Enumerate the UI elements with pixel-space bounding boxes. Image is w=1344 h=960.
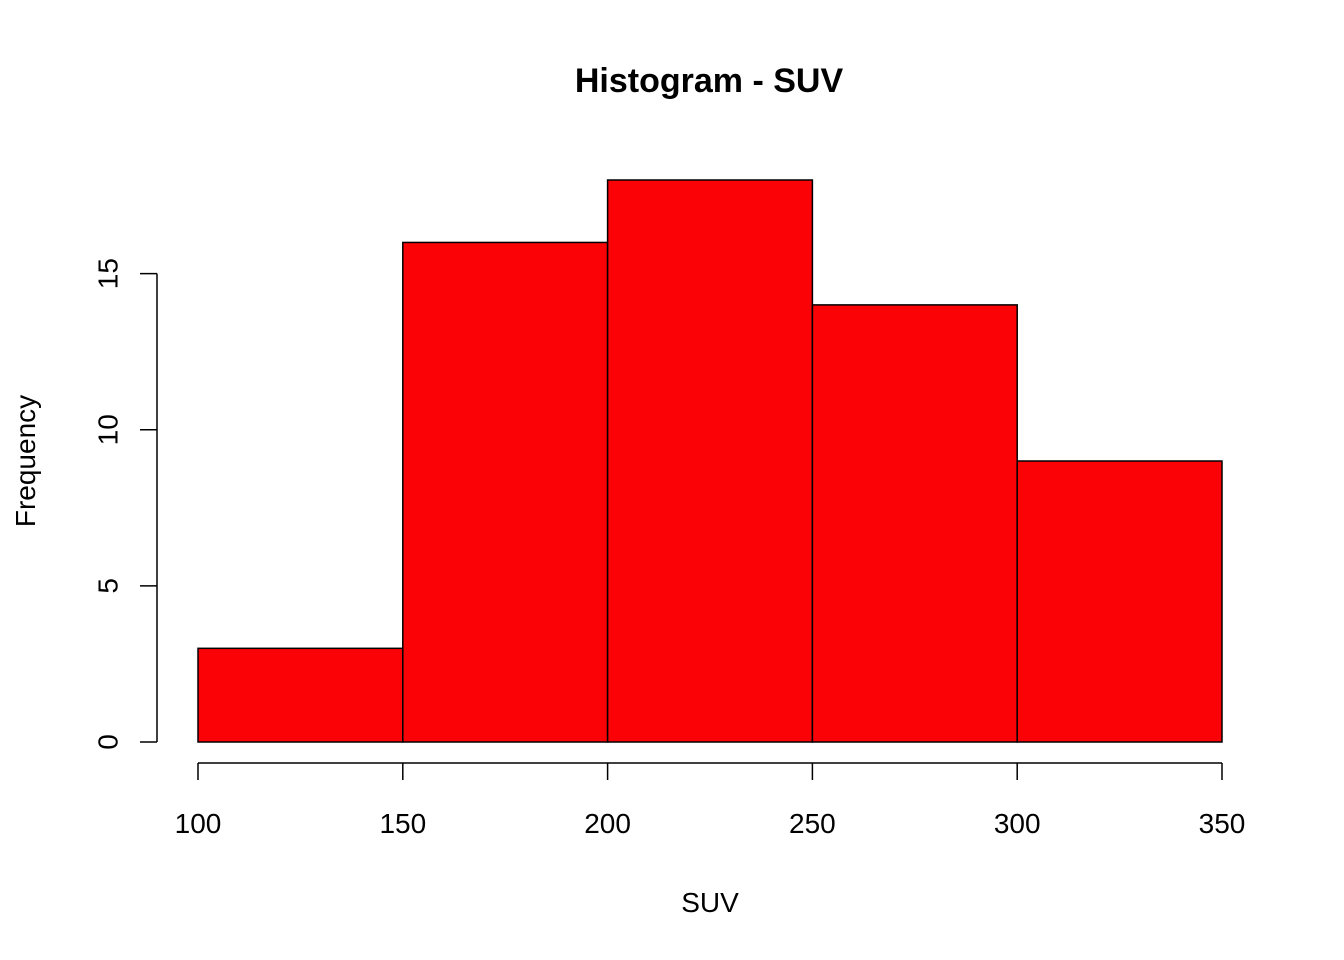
bars-group [197,179,1223,743]
y-axis-label: Frequency [10,395,41,527]
y-tick-label: 15 [92,258,123,289]
y-tick-label: 5 [92,578,123,594]
histogram-bar-150-200 [402,241,609,743]
x-tick-label: 300 [994,808,1041,839]
histogram-bar-250-300 [811,304,1018,743]
histogram-bar-300-350 [1016,460,1223,743]
x-tick-label: 150 [379,808,426,839]
x-axis: 100 150 200 250 300 350 [175,762,1246,839]
histogram-bar-100-150 [197,647,404,743]
y-axis: 0 5 10 15 [92,258,158,750]
y-tick-label: 10 [92,414,123,445]
x-axis-label: SUV [681,887,739,918]
y-tick-label: 0 [92,734,123,750]
x-tick-label: 100 [175,808,222,839]
x-tick-label: 250 [789,808,836,839]
histogram-bar-200-250 [606,179,814,743]
x-tick-label: 350 [1199,808,1246,839]
chart-title: Histogram - SUV [575,62,844,100]
x-tick-label: 200 [584,808,631,839]
